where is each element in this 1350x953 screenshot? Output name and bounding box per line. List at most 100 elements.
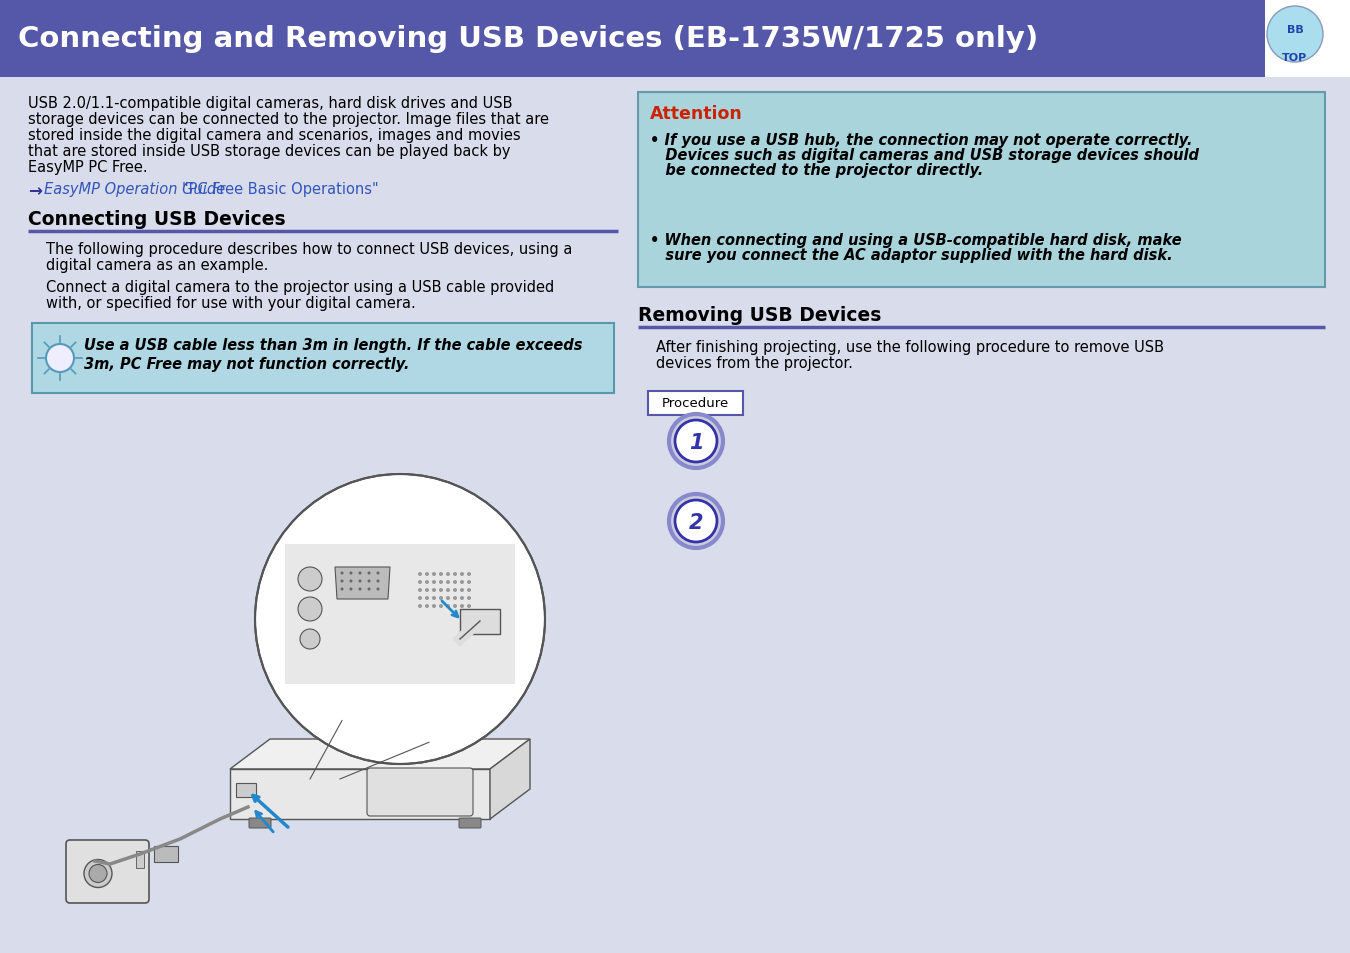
- FancyBboxPatch shape: [236, 783, 256, 797]
- Circle shape: [255, 475, 545, 764]
- FancyBboxPatch shape: [248, 818, 271, 828]
- Text: 2: 2: [688, 513, 703, 533]
- Text: 3m, PC Free may not function correctly.: 3m, PC Free may not function correctly.: [84, 356, 409, 372]
- Circle shape: [84, 860, 112, 887]
- Circle shape: [432, 604, 436, 608]
- Circle shape: [454, 597, 458, 600]
- Circle shape: [467, 588, 471, 593]
- Circle shape: [425, 580, 429, 584]
- Text: storage devices can be connected to the projector. Image files that are: storage devices can be connected to the …: [28, 112, 549, 127]
- Circle shape: [425, 604, 429, 608]
- Circle shape: [340, 572, 343, 575]
- Circle shape: [340, 579, 343, 583]
- FancyBboxPatch shape: [459, 818, 481, 828]
- Text: that are stored inside USB storage devices can be played back by: that are stored inside USB storage devic…: [28, 144, 510, 159]
- Text: Connect a digital camera to the projector using a USB cable provided: Connect a digital camera to the projecto…: [46, 280, 555, 294]
- Circle shape: [675, 420, 717, 462]
- Circle shape: [439, 580, 443, 584]
- Polygon shape: [230, 769, 490, 820]
- FancyBboxPatch shape: [32, 324, 614, 394]
- Circle shape: [467, 580, 471, 584]
- Circle shape: [432, 588, 436, 593]
- FancyBboxPatch shape: [136, 851, 144, 868]
- Text: with, or specified for use with your digital camera.: with, or specified for use with your dig…: [46, 295, 416, 311]
- Text: digital camera as an example.: digital camera as an example.: [46, 257, 269, 273]
- Text: EasyMP PC Free.: EasyMP PC Free.: [28, 160, 147, 174]
- Circle shape: [467, 573, 471, 577]
- Circle shape: [432, 573, 436, 577]
- Circle shape: [432, 597, 436, 600]
- Text: Devices such as digital cameras and USB storage devices should: Devices such as digital cameras and USB …: [649, 148, 1199, 163]
- Text: Use a USB cable less than 3m in length. If the cable exceeds: Use a USB cable less than 3m in length. …: [84, 337, 582, 353]
- Text: "PC Free Basic Operations": "PC Free Basic Operations": [182, 182, 378, 196]
- Circle shape: [367, 588, 370, 591]
- Circle shape: [439, 597, 443, 600]
- Text: →: →: [28, 182, 42, 200]
- Text: Connecting USB Devices: Connecting USB Devices: [28, 210, 286, 229]
- Circle shape: [446, 588, 450, 593]
- Polygon shape: [230, 740, 531, 769]
- Circle shape: [377, 572, 379, 575]
- Circle shape: [359, 572, 362, 575]
- Polygon shape: [460, 609, 500, 635]
- Circle shape: [454, 573, 458, 577]
- Text: After finishing projecting, use the following procedure to remove USB: After finishing projecting, use the foll…: [656, 339, 1164, 355]
- FancyBboxPatch shape: [66, 841, 148, 903]
- Circle shape: [367, 579, 370, 583]
- Circle shape: [418, 573, 423, 577]
- Circle shape: [377, 579, 379, 583]
- Circle shape: [446, 604, 450, 608]
- Circle shape: [340, 588, 343, 591]
- Circle shape: [439, 604, 443, 608]
- Circle shape: [350, 572, 352, 575]
- Circle shape: [418, 580, 423, 584]
- Circle shape: [359, 588, 362, 591]
- Text: TOP: TOP: [1282, 53, 1308, 63]
- Circle shape: [418, 597, 423, 600]
- Circle shape: [439, 573, 443, 577]
- Polygon shape: [335, 567, 390, 599]
- Circle shape: [439, 588, 443, 593]
- Circle shape: [425, 573, 429, 577]
- Circle shape: [675, 500, 717, 542]
- Text: EasyMP Operation Guide: EasyMP Operation Guide: [45, 182, 225, 196]
- Circle shape: [425, 588, 429, 593]
- Circle shape: [446, 573, 450, 577]
- Circle shape: [454, 604, 458, 608]
- Circle shape: [350, 588, 352, 591]
- FancyBboxPatch shape: [0, 0, 1350, 78]
- FancyBboxPatch shape: [648, 392, 743, 416]
- Circle shape: [460, 573, 464, 577]
- Circle shape: [467, 597, 471, 600]
- Circle shape: [425, 597, 429, 600]
- Text: Procedure: Procedure: [662, 397, 729, 410]
- Circle shape: [446, 580, 450, 584]
- Circle shape: [89, 864, 107, 882]
- Circle shape: [418, 604, 423, 608]
- Circle shape: [46, 345, 74, 373]
- Circle shape: [298, 567, 323, 592]
- Text: be connected to the projector directly.: be connected to the projector directly.: [649, 163, 983, 178]
- Circle shape: [670, 415, 724, 469]
- Circle shape: [467, 604, 471, 608]
- FancyBboxPatch shape: [1265, 0, 1350, 78]
- Text: devices from the projector.: devices from the projector.: [656, 355, 853, 371]
- Text: BB: BB: [1287, 25, 1303, 35]
- FancyBboxPatch shape: [285, 544, 514, 684]
- Circle shape: [1268, 7, 1323, 63]
- Text: The following procedure describes how to connect USB devices, using a: The following procedure describes how to…: [46, 242, 572, 256]
- Circle shape: [418, 588, 423, 593]
- Text: USB 2.0/1.1-compatible digital cameras, hard disk drives and USB: USB 2.0/1.1-compatible digital cameras, …: [28, 96, 513, 111]
- Circle shape: [454, 588, 458, 593]
- Circle shape: [460, 604, 464, 608]
- Circle shape: [446, 597, 450, 600]
- Text: • When connecting and using a USB-compatible hard disk, make: • When connecting and using a USB-compat…: [649, 233, 1181, 248]
- Circle shape: [460, 597, 464, 600]
- Circle shape: [460, 580, 464, 584]
- Circle shape: [300, 629, 320, 649]
- Circle shape: [432, 580, 436, 584]
- Text: Attention: Attention: [649, 105, 743, 123]
- FancyBboxPatch shape: [639, 92, 1324, 288]
- Circle shape: [367, 572, 370, 575]
- Text: stored inside the digital camera and scenarios, images and movies: stored inside the digital camera and sce…: [28, 128, 521, 143]
